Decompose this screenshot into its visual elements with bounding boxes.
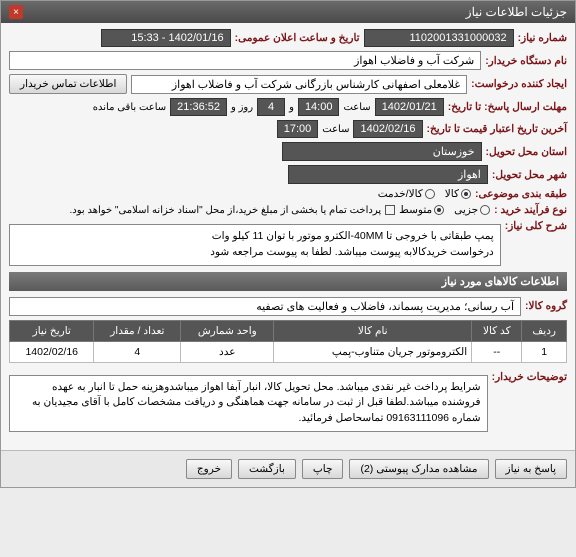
col-qty: تعداد / مقدار — [94, 320, 181, 341]
days-field: 4 — [257, 98, 285, 116]
window-title: جزئیات اطلاعات نیاز — [466, 5, 567, 19]
announce-field: 1402/01/16 - 15:33 — [101, 29, 231, 47]
col-code: کد کالا — [472, 320, 522, 341]
class-label: طبقه بندی موضوعی: — [475, 188, 567, 200]
creator-label: ایجاد کننده درخواست: — [471, 78, 567, 90]
deadline-label: مهلت ارسال پاسخ: تا تاریخ: — [448, 101, 567, 113]
content-area: شماره نیاز: 1102001331000032 تاریخ و ساع… — [1, 23, 575, 442]
radio-dot-icon — [434, 205, 444, 215]
radio-dot-icon — [425, 189, 435, 199]
cell-row: 1 — [522, 341, 567, 362]
radio-dot-icon — [480, 205, 490, 215]
group-field: آب رسانی؛ مدیریت پسماند، فاضلاب و فعالیت… — [9, 297, 521, 316]
cell-date: 1402/02/16 — [10, 341, 94, 362]
buyer-notes-box: شرایط پرداخت غیر نقدی میباشد. محل تحویل … — [9, 375, 488, 432]
buyer-label: نام دستگاه خریدار: — [485, 55, 567, 67]
table-row[interactable]: 1 -- الکتروموتور جریان متناوب-پمپ عدد 4 … — [10, 341, 567, 362]
cell-unit: عدد — [181, 341, 274, 362]
back-button[interactable]: بازگشت — [238, 459, 296, 479]
need-no-field: 1102001331000032 — [364, 29, 514, 47]
col-date: تاریخ نیاز — [10, 320, 94, 341]
pay-checkbox[interactable] — [385, 205, 395, 215]
col-name: نام کالا — [274, 320, 472, 341]
radio-kala[interactable]: کالا — [445, 188, 471, 200]
purchase-label: نوع فرآیند خرید : — [494, 204, 567, 216]
city-field: اهواز — [288, 165, 488, 184]
contact-buyer-button[interactable]: اطلاعات تماس خریدار — [9, 74, 127, 94]
city-label: شهر محل تحویل: — [492, 169, 567, 181]
goods-section-title: اطلاعات کالاهای مورد نیاز — [9, 272, 567, 291]
deadline-time-field: 14:00 — [298, 98, 340, 116]
province-field: خوزستان — [282, 142, 482, 161]
pay-note: پرداخت تمام یا بخشی از مبلغ خرید،از محل … — [70, 205, 382, 216]
titlebar: جزئیات اطلاعات نیاز × — [1, 1, 575, 23]
rooz-label: روز و — [231, 102, 253, 113]
va-label: و — [289, 102, 294, 113]
cell-code: -- — [472, 341, 522, 362]
goods-table: ردیف کد کالا نام کالا واحد شمارش تعداد /… — [9, 320, 567, 363]
deadline-date-field: 1402/01/21 — [375, 98, 444, 116]
creator-field: غلامعلی اصفهانی کارشناس بازرگانی شرکت آب… — [131, 75, 467, 94]
radio-joz[interactable]: جزیی — [454, 204, 490, 216]
saat-label-1: ساعت — [343, 102, 370, 113]
footer-bar: پاسخ به نیاز مشاهده مدارک پیوستی (2) چاپ… — [1, 450, 575, 487]
remain-time-field: 21:36:52 — [170, 98, 227, 116]
table-header-row: ردیف کد کالا نام کالا واحد شمارش تعداد /… — [10, 320, 567, 341]
group-label: گروه کالا: — [525, 300, 567, 312]
col-unit: واحد شمارش — [181, 320, 274, 341]
cell-name: الکتروموتور جریان متناوب-پمپ — [274, 341, 472, 362]
validity-time-field: 17:00 — [277, 120, 319, 138]
radio-khadamat[interactable]: کالا/خدمت — [378, 188, 435, 200]
details-window: جزئیات اطلاعات نیاز × شماره نیاز: 110200… — [0, 0, 576, 488]
buyer-notes-label: توضیحات خریدار: — [492, 371, 567, 383]
need-desc-box: پمپ طبقاتی با خروجی تا 40MM-الکترو موتور… — [9, 224, 501, 266]
announce-label: تاریخ و ساعت اعلان عمومی: — [235, 32, 360, 44]
close-icon[interactable]: × — [9, 5, 23, 19]
respond-button[interactable]: پاسخ به نیاز — [495, 459, 567, 479]
province-label: استان محل تحویل: — [486, 146, 567, 158]
saat-label-2: ساعت — [322, 124, 349, 135]
need-no-label: شماره نیاز: — [518, 32, 567, 44]
validity-date-field: 1402/02/16 — [353, 120, 422, 138]
purchase-radio-group: جزیی متوسط — [399, 204, 490, 216]
validity-label: آخرین تاریخ اعتبار قیمت تا تاریخ: — [427, 123, 567, 135]
remain-label: ساعت باقی مانده — [93, 102, 166, 113]
cell-qty: 4 — [94, 341, 181, 362]
radio-dot-icon — [461, 189, 471, 199]
buyer-field: شرکت آب و فاضلاب اهواز — [9, 51, 481, 70]
radio-mid[interactable]: متوسط — [399, 204, 444, 216]
col-row: ردیف — [522, 320, 567, 341]
print-button[interactable]: چاپ — [302, 459, 344, 479]
attachments-button[interactable]: مشاهده مدارک پیوستی (2) — [349, 459, 488, 479]
exit-button[interactable]: خروج — [186, 459, 232, 479]
class-radio-group: کالا کالا/خدمت — [378, 188, 471, 200]
need-desc-label: شرح کلی نیاز: — [505, 220, 567, 232]
